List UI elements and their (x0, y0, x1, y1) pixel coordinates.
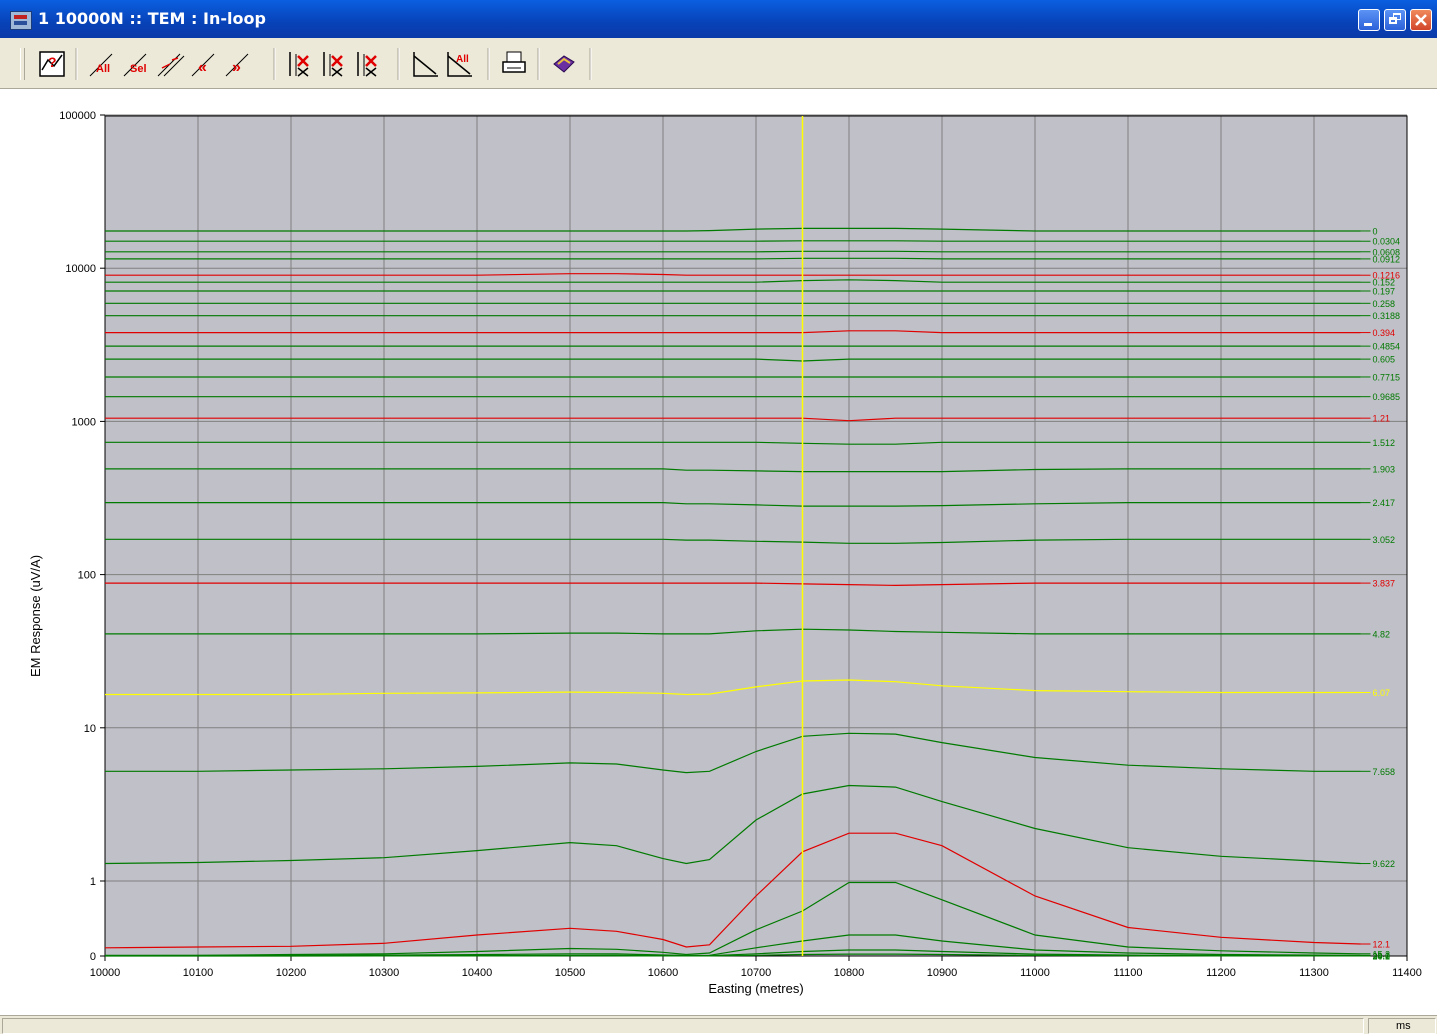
restore-button[interactable] (1384, 9, 1406, 31)
toolbar: ? All Sel « » All (0, 38, 1437, 89)
y-tick-label: 1000 (72, 416, 96, 428)
channel-label: 7.658 (1373, 767, 1396, 777)
svg-text:?: ? (48, 54, 57, 70)
channel-label: 0.4854 (1373, 342, 1401, 352)
restore-icon-back (1393, 13, 1401, 20)
channel-label: 0.7715 (1373, 372, 1401, 382)
y-tick-label: 10 (84, 723, 96, 735)
x-tick-label: 11300 (1299, 967, 1329, 979)
channel-label: 0.394 (1373, 328, 1396, 338)
channel-label: 3.052 (1373, 535, 1396, 545)
channel-label: 12.1 (1373, 940, 1391, 950)
scale-selected-icon[interactable]: Sel (124, 54, 147, 76)
x-tick-label: 10200 (276, 967, 307, 979)
channel-label: 4.82 (1373, 629, 1391, 639)
window-titlebar: 1 10000N :: TEM : In-loop (0, 0, 1437, 38)
x-tick-label: 11200 (1206, 967, 1236, 979)
y-tick-label: 100000 (59, 110, 96, 122)
x-axis-label: Easting (metres) (708, 981, 803, 996)
toolbar-button-label: Sel (130, 63, 147, 75)
app-icon[interactable] (10, 11, 32, 30)
minimize-icon (1364, 23, 1372, 26)
x-tick-label: 11000 (1020, 967, 1050, 979)
channel-label: 1.903 (1373, 464, 1396, 474)
series-line[interactable] (105, 251, 1361, 252)
scale-all-icon[interactable]: All (90, 54, 112, 76)
x-tick-label: 10600 (648, 967, 679, 979)
close-icon (1411, 10, 1431, 30)
toolbar-button-label: All (456, 54, 469, 65)
toolbar-button-label: » (232, 59, 241, 76)
print-icon[interactable] (503, 52, 525, 72)
scroll-right-icon[interactable]: » (226, 54, 248, 76)
decay-all-icon[interactable]: All (448, 52, 472, 76)
x-tick-label: 10500 (555, 967, 586, 979)
channel-label: 6.07 (1373, 688, 1391, 698)
channel-label: 9.622 (1373, 859, 1396, 869)
channel-label: 2.417 (1373, 498, 1396, 508)
scale-range-icon[interactable] (158, 54, 184, 76)
toolbar-button-label: « (198, 59, 207, 76)
window-title: 1 10000N :: TEM : In-loop (38, 9, 266, 28)
x-tick-label: 10000 (90, 967, 121, 979)
help-book-icon[interactable] (554, 56, 574, 72)
status-panel-main (2, 1018, 1364, 1034)
toolbar-button-label: All (96, 63, 110, 75)
series-line[interactable] (105, 258, 1361, 259)
x-tick-label: 11100 (1114, 967, 1143, 979)
channels-c-icon[interactable] (358, 52, 376, 76)
profile-properties-icon[interactable]: ? (40, 52, 64, 76)
y-tick-label: 100 (78, 570, 96, 582)
channel-label: 1.512 (1373, 438, 1396, 448)
x-tick-label: 10800 (834, 967, 865, 979)
channel-label: 0.605 (1373, 355, 1396, 365)
close-button[interactable] (1410, 9, 1432, 31)
channel-label: 3.837 (1373, 579, 1396, 589)
x-tick-label: 10700 (741, 967, 772, 979)
x-tick-label: 10400 (462, 967, 493, 979)
toolbar-icons: ? All Sel « » All (0, 38, 620, 88)
channel-label: 0.197 (1373, 286, 1396, 296)
y-tick-label: 10000 (65, 263, 96, 275)
channels-b-icon[interactable] (324, 52, 342, 76)
y-axis-label: EM Response (uV/A) (28, 555, 43, 677)
channel-label: 0.3188 (1373, 311, 1401, 321)
y-tick-label: 1 (90, 876, 96, 888)
y-tick-label: 0 (90, 951, 96, 963)
x-tick-label: 10100 (183, 967, 214, 979)
status-bar: ms (0, 1015, 1437, 1034)
channel-label: 0.0304 (1373, 237, 1401, 247)
x-tick-label: 10300 (369, 967, 400, 979)
channel-label: 0.9685 (1373, 392, 1401, 402)
channel-label: 1.21 (1373, 414, 1391, 424)
channel-label: 0.0912 (1373, 254, 1401, 264)
x-tick-label: 10900 (927, 967, 958, 979)
status-units: ms (1396, 1020, 1411, 1032)
channel-label: 0 (1373, 226, 1378, 236)
decay-curve-icon[interactable] (414, 52, 438, 76)
x-tick-label: 11400 (1392, 967, 1422, 979)
channel-label: 30.2 (1373, 951, 1391, 961)
minimize-button[interactable] (1358, 9, 1380, 31)
channels-a-icon[interactable] (290, 52, 308, 76)
channel-label: 0.258 (1373, 299, 1396, 309)
scroll-left-icon[interactable]: « (192, 54, 214, 76)
